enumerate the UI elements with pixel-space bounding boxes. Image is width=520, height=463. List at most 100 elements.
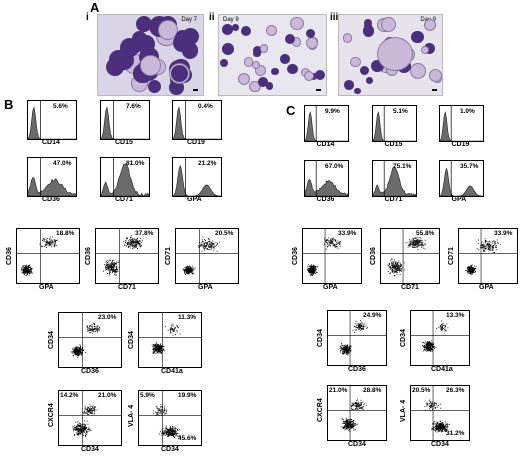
- dotplot-x-label: CD71: [401, 284, 419, 291]
- cell: [420, 45, 429, 54]
- dotplot-cd34-vs-cd41a: [410, 310, 470, 366]
- cell: [136, 15, 153, 32]
- cell: [424, 18, 437, 31]
- quadrant-percent-top-left: 14.2%: [60, 392, 79, 399]
- histogram-percent: 5.6%: [53, 103, 68, 110]
- cell: [140, 55, 161, 76]
- quadrant-percent-top-right: 37.8%: [135, 230, 154, 237]
- histogram-percent: 0.4%: [198, 103, 213, 110]
- histogram-percent: 9.9%: [325, 108, 340, 115]
- quadrant-percent-top-right: 24.9%: [363, 312, 382, 319]
- histogram-cd14: [27, 100, 77, 140]
- histogram-gpa: [172, 157, 222, 197]
- dotplot-x-label: CD71: [118, 284, 136, 291]
- dotplot-y-label: CD34: [48, 331, 55, 349]
- cell: [287, 63, 299, 75]
- dotplot-cd36-vs-cd71: [380, 228, 440, 284]
- histogram-curve: [440, 111, 483, 141]
- cell: [147, 79, 162, 93]
- histogram-curve: [28, 177, 76, 196]
- dotplot-y-label: CD36: [292, 247, 299, 265]
- dotplot-cd71-vs-gpa: [458, 228, 518, 284]
- dotplot-y-label: CD36: [6, 247, 13, 265]
- cell: [221, 24, 233, 35]
- quadrant-percent-top-right: 33.9%: [338, 230, 357, 237]
- large-cell: [377, 37, 413, 71]
- histogram-cd36: [27, 157, 77, 197]
- dotplot-y-label: VLA- 4: [128, 404, 135, 427]
- histogram-cd19: [439, 105, 484, 142]
- dotplot-y-label: VLA- 4: [400, 399, 407, 422]
- histogram-curve: [101, 163, 149, 196]
- histogram-axis-label: CD15: [384, 141, 403, 148]
- cell: [366, 76, 374, 84]
- dotplot-y-label: CD71: [448, 247, 455, 265]
- histogram-curve: [440, 167, 483, 196]
- quadrant-percent-top-right: 18.8%: [56, 230, 75, 237]
- histogram-curve: [373, 166, 416, 196]
- cell: [429, 69, 442, 83]
- dotplot-cd34-vs-cd36: [58, 312, 122, 368]
- quadrant-percent-top-right: 33.9%: [494, 230, 513, 237]
- histogram-curve: [305, 178, 348, 196]
- dotplot-y-label: CD71: [165, 247, 172, 265]
- histogram-percent: 5.1%: [393, 108, 408, 115]
- quadrant-percent-top-left: 20.5%: [412, 387, 431, 394]
- dotplot-cd34-vs-cd36: [327, 310, 387, 366]
- histogram-percent: 75.1%: [393, 163, 412, 170]
- cell: [305, 36, 318, 49]
- panel-label-c: C: [286, 103, 296, 118]
- dotplot-cxcr4-vs-cd34: [327, 385, 387, 441]
- quadrant-percent-top-right: 23.0%: [98, 314, 117, 321]
- cell: [363, 25, 375, 37]
- dotplot-y-label: CD36: [85, 247, 92, 265]
- quadrant-percent-top-right: 21.0%: [98, 392, 117, 399]
- quadrant-percent-bottom-right: 31.2%: [446, 430, 465, 437]
- micrograph-day9-b: Day 9: [338, 14, 443, 96]
- histogram-percent: 35.7%: [460, 163, 479, 170]
- histogram-axis-label: CD15: [115, 139, 133, 146]
- cell: [344, 80, 354, 90]
- histogram-axis-label: CD36: [42, 196, 60, 203]
- cell: [109, 49, 129, 69]
- quadrant-percent-bottom-right: 45.6%: [178, 435, 197, 442]
- day-label: Day 7: [181, 17, 197, 23]
- dotplot-y-label: CD34: [128, 331, 135, 349]
- dotplot-vla-4-vs-cd34: [410, 385, 470, 441]
- dotplot-y-label: CXCR4: [48, 403, 55, 427]
- histogram-curve: [101, 106, 149, 139]
- dotplot-cd71-vs-gpa: [175, 228, 239, 284]
- histogram-curve: [373, 111, 416, 141]
- cell: [222, 43, 234, 56]
- cell: [251, 61, 261, 70]
- dotplot-x-label: CD34: [431, 441, 449, 448]
- dotplot-cd36-vs-cd71: [95, 228, 159, 284]
- scale-bar: [193, 89, 198, 91]
- cell: [271, 67, 279, 76]
- histogram-axis-label: CD14: [42, 139, 60, 146]
- cell: [343, 33, 353, 43]
- dotplot-y-label: CD36: [370, 247, 377, 265]
- cell: [424, 42, 436, 55]
- cell: [363, 21, 372, 30]
- quadrant-percent-top-right: 19.9%: [178, 392, 197, 399]
- histogram-axis-label: CD19: [451, 141, 470, 148]
- cell: [258, 77, 268, 87]
- dotplot-x-label: GPA: [39, 284, 54, 291]
- cell: [409, 62, 426, 79]
- quadrant-percent-top-left: 21.0%: [329, 387, 348, 394]
- histogram-axis-label: GPA: [451, 196, 467, 203]
- histogram-percent: 21.2%: [198, 160, 217, 167]
- cell: [304, 70, 314, 81]
- quadrant-percent-top-right: 20.5%: [215, 230, 234, 237]
- histogram-percent: 1.0%: [460, 108, 475, 115]
- histogram-cd19: [172, 100, 222, 140]
- histogram-cd14: [304, 105, 349, 142]
- histogram-axis-label: CD36: [316, 196, 335, 203]
- cell: [253, 49, 261, 58]
- micrograph-i-label: i: [86, 12, 89, 23]
- quadrant-percent-top-right: 55.8%: [416, 230, 435, 237]
- quadrant-percent-top-right: 13.3%: [446, 312, 465, 319]
- cell: [232, 23, 239, 31]
- histogram-axis-label: CD71: [115, 196, 133, 203]
